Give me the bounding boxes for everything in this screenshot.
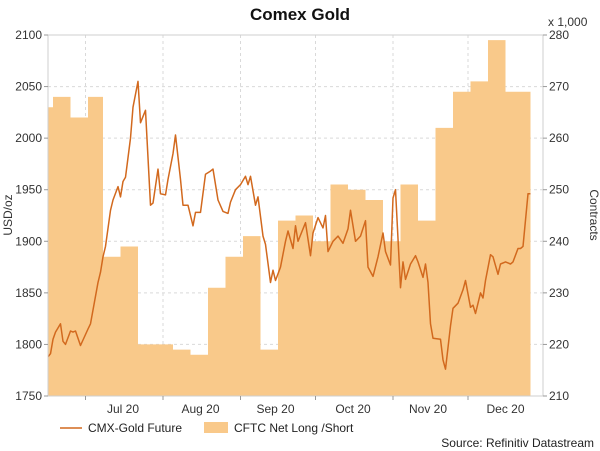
left-tick-label: 1750 <box>15 389 42 403</box>
right-tick-label: 220 <box>549 337 569 351</box>
left-axis-ticks: 1750 1800 1850 1900 1950 2000 2050 2100 <box>15 28 48 403</box>
right-axis-multiplier: x 1,000 <box>548 15 588 29</box>
source-note: Source: Refinitiv Datastream <box>441 436 594 450</box>
cftc-area-layer <box>48 40 531 397</box>
left-tick-label: 2000 <box>15 131 42 145</box>
left-tick-label: 2050 <box>15 80 42 94</box>
x-tick-label: Jul 20 <box>107 402 139 416</box>
legend-area-swatch <box>204 422 228 433</box>
right-tick-label: 280 <box>549 28 569 42</box>
right-tick-label: 240 <box>549 234 569 248</box>
x-tick-label: Nov 20 <box>409 402 447 416</box>
right-axis-ticks: 210 220 230 240 250 260 270 280 <box>543 28 569 403</box>
x-tick-label: Oct 20 <box>335 402 371 416</box>
plot-frame <box>47 34 544 397</box>
right-tick-label: 210 <box>549 389 569 403</box>
left-tick-label: 1950 <box>15 183 42 197</box>
x-axis-ticks: Jul 20 Aug 20 Sep 20 Oct 20 Nov 20 Dec 20 <box>85 396 525 416</box>
left-tick-label: 1850 <box>15 286 42 300</box>
right-tick-label: 230 <box>549 286 569 300</box>
right-tick-label: 270 <box>549 80 569 94</box>
x-tick-label: Dec 20 <box>486 402 524 416</box>
left-axis-label: USD/oz <box>1 194 15 235</box>
gold-price-line <box>47 80 531 370</box>
x-tick-label: Aug 20 <box>181 402 219 416</box>
left-tick-label: 1900 <box>15 234 42 248</box>
right-axis-label: Contracts <box>587 189 600 240</box>
right-tick-label: 250 <box>549 183 569 197</box>
left-tick-label: 2100 <box>15 28 42 42</box>
legend: CMX-Gold Future CFTC Net Long /Short <box>60 421 354 435</box>
right-tick-label: 260 <box>549 131 569 145</box>
legend-gold-label: CMX-Gold Future <box>88 421 182 435</box>
x-tick-label: Sep 20 <box>256 402 294 416</box>
legend-cftc-label: CFTC Net Long /Short <box>234 421 354 435</box>
left-tick-label: 1800 <box>15 337 42 351</box>
gold-line-layer <box>47 80 531 370</box>
cftc-net-area <box>48 40 531 397</box>
chart-title: Comex Gold <box>250 5 350 24</box>
